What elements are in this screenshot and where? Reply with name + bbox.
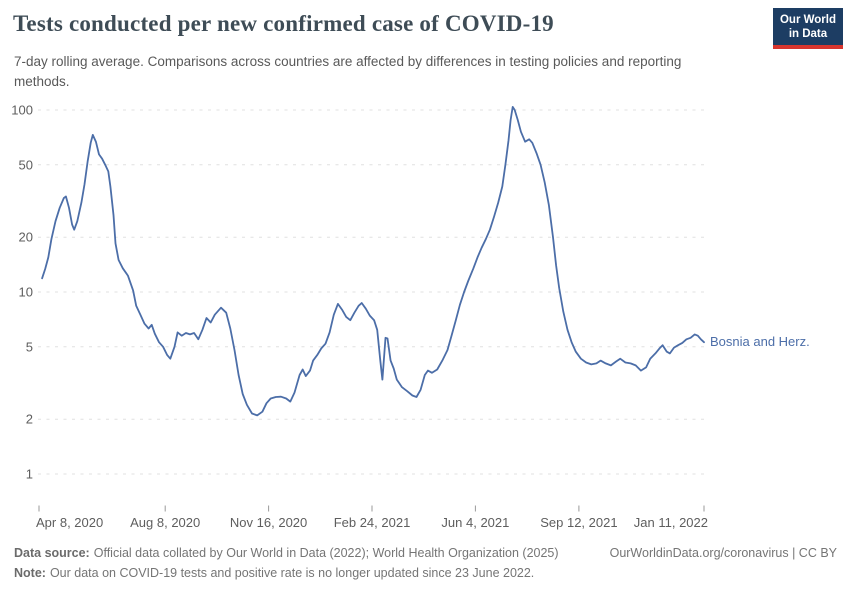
chart-subtitle: 7-day rolling average. Comparisons acros… <box>14 54 682 90</box>
y-axis-label: 2 <box>26 412 33 427</box>
x-axis-label: Nov 16, 2020 <box>230 515 307 530</box>
y-axis-label: 100 <box>11 103 33 118</box>
source-text-wrap: Data source: Official data collated by Ou… <box>14 546 559 560</box>
attribution-link[interactable]: OurWorldinData.org/coronavirus | CC BY <box>609 546 837 560</box>
x-axis-label: Aug 8, 2020 <box>130 515 200 530</box>
footer-note-line: Note: Our data on COVID-19 tests and posi… <box>14 566 837 580</box>
footer-source-line: Data source: Official data collated by Ou… <box>14 546 837 560</box>
x-axis-label: Sep 12, 2021 <box>540 515 617 530</box>
y-axis-label: 20 <box>19 230 33 245</box>
owid-logo: Our World in Data <box>772 8 843 49</box>
source-label: Data source: <box>14 546 90 560</box>
y-axis-label: 50 <box>19 157 33 172</box>
source-text: Official data collated by Our World in D… <box>93 546 559 560</box>
owid-logo-line2: in Data <box>788 28 828 40</box>
x-axis-label: Jan 11, 2022 <box>634 515 708 530</box>
y-axis-label: 5 <box>26 339 33 354</box>
note-label: Note: <box>14 566 46 580</box>
x-axis-label: Feb 24, 2021 <box>334 515 411 530</box>
chart-footer: Data source: Official data collated by Ou… <box>14 546 837 580</box>
x-axis-label: Jun 4, 2021 <box>441 515 509 530</box>
y-axis-label: 1 <box>26 467 33 482</box>
series-line-bosnia-and-herz- <box>41 106 705 417</box>
note-text: Our data on COVID-19 tests and positive … <box>49 566 535 580</box>
page-title: Tests conducted per new confirmed case o… <box>13 11 554 36</box>
series-end-label: Bosnia and Herz. <box>710 334 810 350</box>
owid-logo-line1: Our World <box>779 14 836 26</box>
y-axis-label: 10 <box>19 285 33 300</box>
x-axis-label: Apr 8, 2020 <box>36 515 103 530</box>
